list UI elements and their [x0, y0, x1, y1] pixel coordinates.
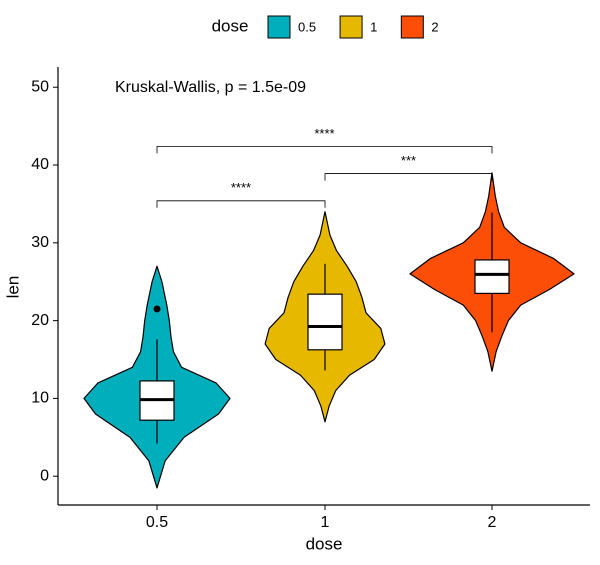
legend-label: 0.5 [298, 19, 316, 34]
outlier [153, 305, 161, 313]
legend-key [267, 15, 291, 39]
annotation: Kruskal-Wallis, p = 1.5e-09 [115, 79, 306, 96]
y-tick-label: 30 [31, 234, 49, 251]
legend-key [400, 15, 424, 39]
significance-label: *** [401, 153, 416, 168]
y-tick-label: 40 [31, 156, 49, 173]
significance-label: **** [231, 180, 251, 195]
y-tick-label: 50 [31, 78, 49, 95]
y-tick-label: 10 [31, 390, 49, 407]
legend-label: 1 [370, 19, 377, 34]
y-tick-label: 0 [40, 467, 49, 484]
x-tick-label: 2 [488, 514, 497, 531]
legend-key [339, 15, 363, 39]
y-tick-label: 20 [31, 312, 49, 329]
x-axis-label: dose [306, 534, 343, 553]
x-tick-label: 1 [321, 514, 330, 531]
legend-label: 2 [431, 19, 438, 34]
significance-bracket [324, 173, 493, 181]
x-tick-label: 0.5 [146, 514, 168, 531]
legend-title: dose [212, 16, 249, 35]
y-axis-label: len [3, 276, 22, 299]
box [474, 259, 510, 294]
significance-label: **** [314, 126, 334, 141]
significance-bracket [156, 145, 493, 154]
box [307, 293, 343, 351]
significance-bracket [156, 200, 326, 208]
